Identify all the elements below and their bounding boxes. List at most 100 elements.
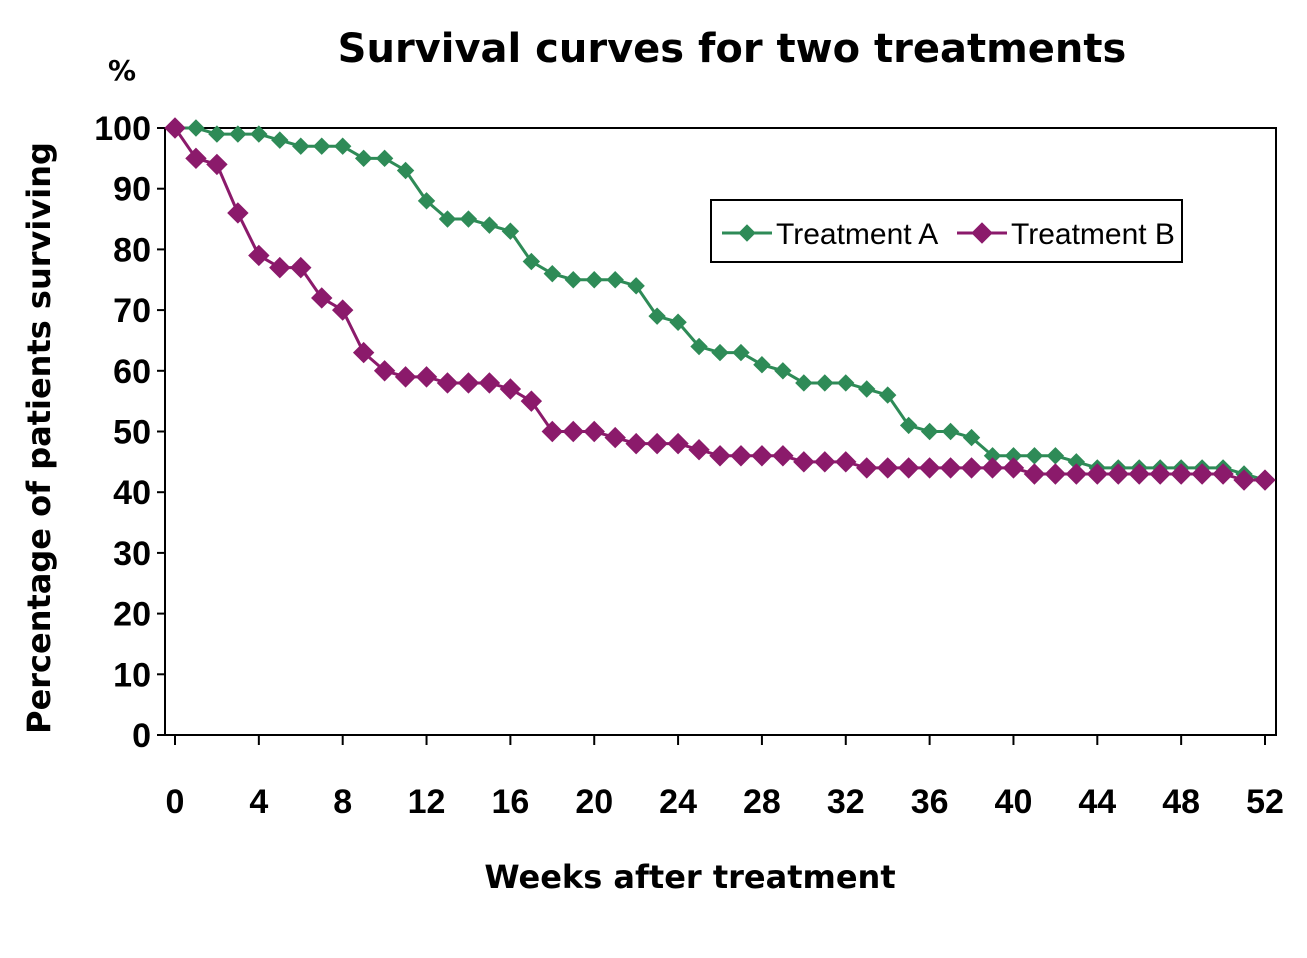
data-point-treatment-a <box>920 422 939 441</box>
data-point-treatment-b <box>457 372 480 394</box>
data-point-treatment-a <box>753 356 771 374</box>
y-axis-title: Percentage of patients surviving <box>20 142 58 734</box>
data-point-treatment-a <box>501 222 520 240</box>
data-point-treatment-b <box>1170 463 1192 485</box>
data-point-treatment-b <box>751 445 773 467</box>
data-point-treatment-b <box>1002 457 1025 479</box>
x-tick-label: 24 <box>659 783 697 821</box>
data-point-treatment-b <box>311 287 333 309</box>
x-axis-title: Weeks after treatment <box>484 858 895 896</box>
data-point-treatment-a <box>480 216 499 234</box>
x-tick-label: 40 <box>995 783 1033 821</box>
data-point-treatment-a <box>375 149 394 168</box>
data-point-treatment-b <box>436 372 459 394</box>
data-point-treatment-b <box>1128 463 1150 485</box>
data-point-treatment-b <box>562 420 584 443</box>
y-tick-label: 10 <box>113 656 151 694</box>
data-point-treatment-a <box>292 137 310 155</box>
data-point-treatment-b <box>269 256 291 279</box>
data-point-treatment-b <box>814 451 836 473</box>
data-point-treatment-b <box>1149 463 1171 485</box>
x-tick-label: 36 <box>911 783 949 821</box>
y-tick-label: 40 <box>113 474 151 512</box>
data-point-treatment-a <box>208 125 226 143</box>
data-point-treatment-b <box>206 153 228 176</box>
series-layer <box>164 117 1276 491</box>
data-point-treatment-b <box>688 439 710 461</box>
data-point-treatment-a <box>941 422 960 441</box>
legend-marker-treatment-b <box>971 222 993 244</box>
data-point-treatment-b <box>415 366 438 388</box>
data-point-treatment-b <box>290 256 312 279</box>
data-point-treatment-b <box>939 457 962 479</box>
data-point-treatment-b <box>1044 463 1067 485</box>
data-point-treatment-a <box>816 374 834 392</box>
x-tick-label: 52 <box>1246 783 1284 821</box>
data-point-treatment-b <box>394 366 417 388</box>
x-tick-label: 4 <box>249 783 268 821</box>
data-point-treatment-a <box>899 416 918 435</box>
data-point-treatment-a <box>271 131 289 149</box>
data-point-treatment-a <box>333 137 352 155</box>
data-point-treatment-a <box>962 428 981 447</box>
x-tick-label: 0 <box>166 783 185 821</box>
data-point-treatment-b <box>604 426 626 449</box>
legend-box <box>710 199 1183 263</box>
data-point-treatment-a <box>837 374 855 392</box>
y-tick-label: 90 <box>113 171 151 209</box>
data-point-treatment-b <box>897 457 920 479</box>
data-point-treatment-a <box>354 149 373 168</box>
data-point-treatment-a <box>585 271 603 289</box>
data-point-treatment-b <box>373 360 396 382</box>
data-point-treatment-b <box>164 117 186 139</box>
data-point-treatment-b <box>1191 463 1213 485</box>
data-point-treatment-a <box>396 161 415 180</box>
data-point-treatment-b <box>352 341 375 364</box>
y-axis-unit: % <box>108 54 136 87</box>
x-tick-label: 8 <box>333 783 352 821</box>
data-point-treatment-b <box>331 299 354 321</box>
data-point-treatment-b <box>856 457 878 479</box>
data-point-treatment-b <box>248 244 270 267</box>
data-point-treatment-a <box>459 210 478 228</box>
y-tick-label: 70 <box>113 292 151 330</box>
y-tick-label: 100 <box>94 110 151 148</box>
data-point-treatment-a <box>669 313 687 331</box>
legend-label-treatment-a: Treatment A <box>776 218 938 251</box>
data-point-treatment-b <box>1023 463 1046 485</box>
data-point-treatment-b <box>981 457 1004 479</box>
legend-marker-treatment-a <box>738 224 756 242</box>
data-point-treatment-a <box>417 192 436 210</box>
data-point-treatment-a <box>795 374 813 392</box>
data-point-treatment-a <box>732 343 750 362</box>
data-point-treatment-a <box>313 137 331 155</box>
data-point-treatment-b <box>499 378 522 400</box>
y-tick-label: 60 <box>113 353 151 391</box>
data-point-treatment-b <box>646 432 668 455</box>
x-tick-label: 32 <box>827 783 865 821</box>
data-point-treatment-b <box>625 432 647 455</box>
y-tick-label: 30 <box>113 535 151 573</box>
data-point-treatment-b <box>709 445 731 467</box>
x-tick-label: 44 <box>1078 783 1116 821</box>
data-point-treatment-b <box>876 457 899 479</box>
data-point-treatment-a <box>627 277 645 295</box>
y-tick-label: 0 <box>132 717 151 755</box>
y-tick-label: 20 <box>113 596 151 634</box>
data-point-treatment-b <box>185 147 207 170</box>
x-tick-label: 28 <box>743 783 781 821</box>
data-point-treatment-b <box>667 432 689 455</box>
data-point-treatment-b <box>730 445 752 467</box>
data-point-treatment-b <box>520 390 543 412</box>
x-tick-label: 12 <box>408 783 446 821</box>
data-point-treatment-b <box>772 445 794 467</box>
data-point-treatment-a <box>564 271 582 289</box>
legend: Treatment A Treatment B <box>710 199 1183 263</box>
legend-label-treatment-b: Treatment B <box>1011 218 1175 251</box>
x-tick-label: 20 <box>575 783 613 821</box>
data-point-treatment-a <box>858 380 876 398</box>
data-point-treatment-b <box>960 457 983 479</box>
data-point-treatment-b <box>541 420 564 443</box>
x-tick-label: 16 <box>491 783 529 821</box>
